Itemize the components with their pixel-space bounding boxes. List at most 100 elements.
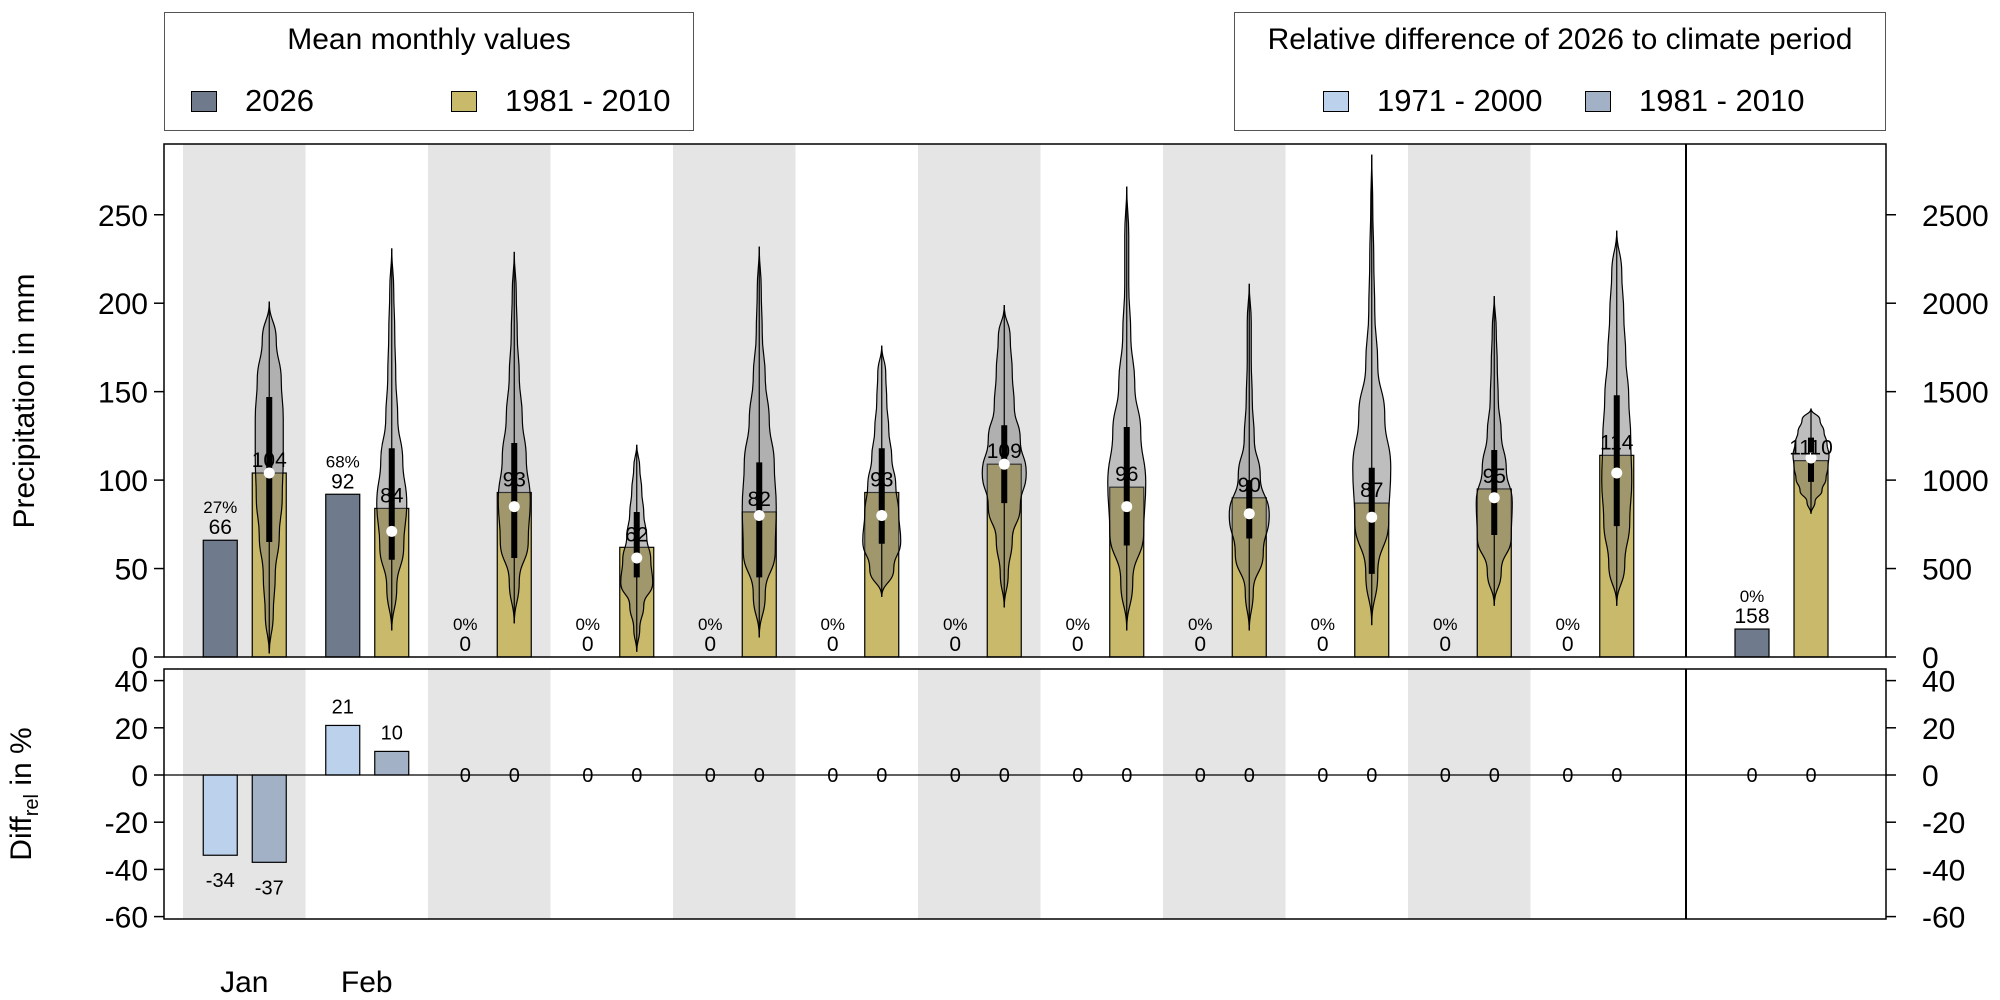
legend-label-1981-2010: 1981 - 2010 — [505, 83, 671, 118]
violin-month-median — [753, 509, 765, 521]
right-y-tick-label: 2500 — [1922, 200, 1989, 233]
legend-label-1971-2000: 1971 - 2000 — [1377, 83, 1543, 118]
diff-bar-1971-2000-value-label: 0 — [1195, 765, 1206, 787]
annual-diff-bar-1971-2000-value-label: 0 — [1746, 765, 1757, 787]
legend-item-2026: 2026 — [191, 83, 314, 119]
bar-climate-value-label: 114 — [1600, 431, 1634, 454]
right-diff-tick-label: -60 — [1922, 902, 1965, 935]
bar-2026-percent-label: 0% — [575, 615, 600, 634]
diff-bar-1981-2010-value-label: 0 — [1366, 765, 1377, 787]
violin-month-median — [386, 525, 398, 537]
legend-swatch-1971-2000 — [1323, 90, 1349, 112]
bar-2026 — [202, 539, 238, 658]
left-y-tick-label: 200 — [98, 288, 148, 321]
bar-climate-value-label: 104 — [252, 449, 287, 472]
violin-month-median — [1243, 508, 1255, 520]
bar-2026-percent-label: 27% — [203, 498, 237, 517]
bar-2026-percent-label: 0% — [1555, 615, 1580, 634]
month-band-bottom — [183, 669, 306, 919]
top-panel-frame — [163, 143, 1887, 658]
legend-mean-monthly-title: Mean monthly values — [287, 23, 571, 56]
month-band-bottom — [428, 669, 551, 919]
diff-bar-1971-2000-value-label: 0 — [1072, 765, 1083, 787]
violin-month-median — [263, 467, 275, 479]
month-band-bottom — [1163, 669, 1286, 919]
bar-2026-value-label: 0 — [1072, 633, 1084, 656]
bar-climate-value-label: 84 — [380, 484, 404, 507]
legend-relative-difference-title: Relative difference of 2026 to climate p… — [1267, 23, 1853, 56]
bar-2026-percent-label: 0% — [698, 615, 723, 634]
legend-item-1971-2000: 1971 - 2000 — [1323, 83, 1542, 119]
violin-month-median — [1611, 467, 1623, 479]
left-diff-tick-label: -40 — [105, 854, 148, 887]
bar-2026-percent-label: 0% — [943, 615, 968, 634]
left-y-tick-label: 250 — [98, 200, 148, 233]
bar-2026-percent-label: 0% — [1433, 615, 1458, 634]
diff-bar-1981-2010-value-label: -37 — [255, 877, 284, 899]
bar-2026-value-label: 0 — [704, 633, 716, 656]
diff-bar-1971-2000 — [202, 774, 238, 856]
diff-bar-1981-2010-value-label: 0 — [509, 765, 520, 787]
bar-climate-value-label: 95 — [1483, 465, 1506, 488]
month-label: Feb — [341, 966, 393, 999]
annual-bar-climate-value-label: 1110 — [1789, 437, 1833, 460]
diff-bar-1981-2010-value-label: 0 — [1244, 765, 1255, 787]
bar-2026-value-label: 0 — [1439, 633, 1451, 656]
diff-bar-1971-2000-value-label: 0 — [705, 765, 716, 787]
month-band-top — [673, 144, 796, 657]
annual-bar-2026-value-label: 158 — [1734, 605, 1769, 628]
right-y-tick-label: 500 — [1922, 554, 1972, 587]
right-diff-tick-label: 20 — [1922, 713, 1955, 746]
diff-bar-1981-2010 — [374, 750, 410, 776]
month-band-top — [1163, 144, 1286, 657]
bar-climate-value-label: 62 — [625, 523, 648, 546]
bar-2026-value-label: 0 — [1194, 633, 1206, 656]
month-band-bottom — [673, 669, 796, 919]
bar-climate-value-label: 93 — [870, 468, 893, 491]
violin-month-median — [876, 509, 888, 521]
month-band-top — [183, 144, 306, 657]
diff-bar-1971-2000-value-label: 0 — [827, 765, 838, 787]
diff-bar-1981-2010-value-label: 10 — [381, 722, 403, 744]
bar-2026-value-label: 66 — [209, 516, 232, 539]
legend-swatch-diff-1981-2010 — [1585, 90, 1611, 112]
diff-bar-1971-2000-value-label: 0 — [582, 765, 593, 787]
diff-bar-1981-2010-value-label: 0 — [754, 765, 765, 787]
right-y-tick-label: 1000 — [1922, 465, 1989, 498]
diff-bar-1981-2010-value-label: 0 — [1121, 765, 1132, 787]
left-y-tick-label: 150 — [98, 377, 148, 410]
diff-axis-title: Diffrel in % — [5, 727, 43, 860]
month-band-top — [1408, 144, 1531, 657]
right-y-tick-label: 2000 — [1922, 288, 1989, 321]
bar-2026-value-label: 92 — [331, 470, 354, 493]
diff-bar-1971-2000-value-label: -34 — [206, 870, 235, 892]
bar-2026-percent-label: 0% — [1065, 615, 1090, 634]
annual-diff-bar-1981-2010-value-label: 0 — [1805, 765, 1816, 787]
diff-bar-1981-2010-value-label: 0 — [876, 765, 887, 787]
annual-bar-2026-percent-label: 0% — [1740, 587, 1765, 606]
legend-swatch-1981-2010 — [451, 90, 477, 112]
left-diff-tick-label: 20 — [115, 713, 148, 746]
bar-2026-value-label: 0 — [1562, 633, 1574, 656]
left-diff-tick-label: 40 — [115, 666, 148, 699]
bar-climate-value-label: 87 — [1360, 479, 1383, 502]
left-y-tick-label: 50 — [115, 554, 148, 587]
diff-bar-1971-2000-value-label: 0 — [950, 765, 961, 787]
right-diff-tick-label: -20 — [1922, 807, 1965, 840]
violin-month-median — [1366, 511, 1378, 523]
violin-month-median — [631, 552, 643, 564]
month-band-top — [918, 144, 1041, 657]
violin-annual-median — [1805, 452, 1817, 464]
bar-climate-value-label: 96 — [1115, 463, 1138, 486]
legend-item-diff-1981-2010: 1981 - 2010 — [1585, 83, 1804, 119]
bar-2026-value-label: 0 — [582, 633, 594, 656]
month-label: Jan — [220, 966, 268, 999]
diff-bar-1981-2010-value-label: 0 — [1611, 765, 1622, 787]
right-y-tick-label: 1500 — [1922, 377, 1989, 410]
left-y-tick-label: 0 — [131, 642, 148, 675]
legend-item-1981-2010: 1981 - 2010 — [451, 83, 670, 119]
bottom-panel-frame — [163, 668, 1887, 920]
diff-bar-1971-2000-value-label: 0 — [1562, 765, 1573, 787]
bar-2026-value-label: 0 — [949, 633, 961, 656]
legend-mean-monthly: Mean monthly values 2026 1981 - 2010 — [164, 12, 694, 131]
